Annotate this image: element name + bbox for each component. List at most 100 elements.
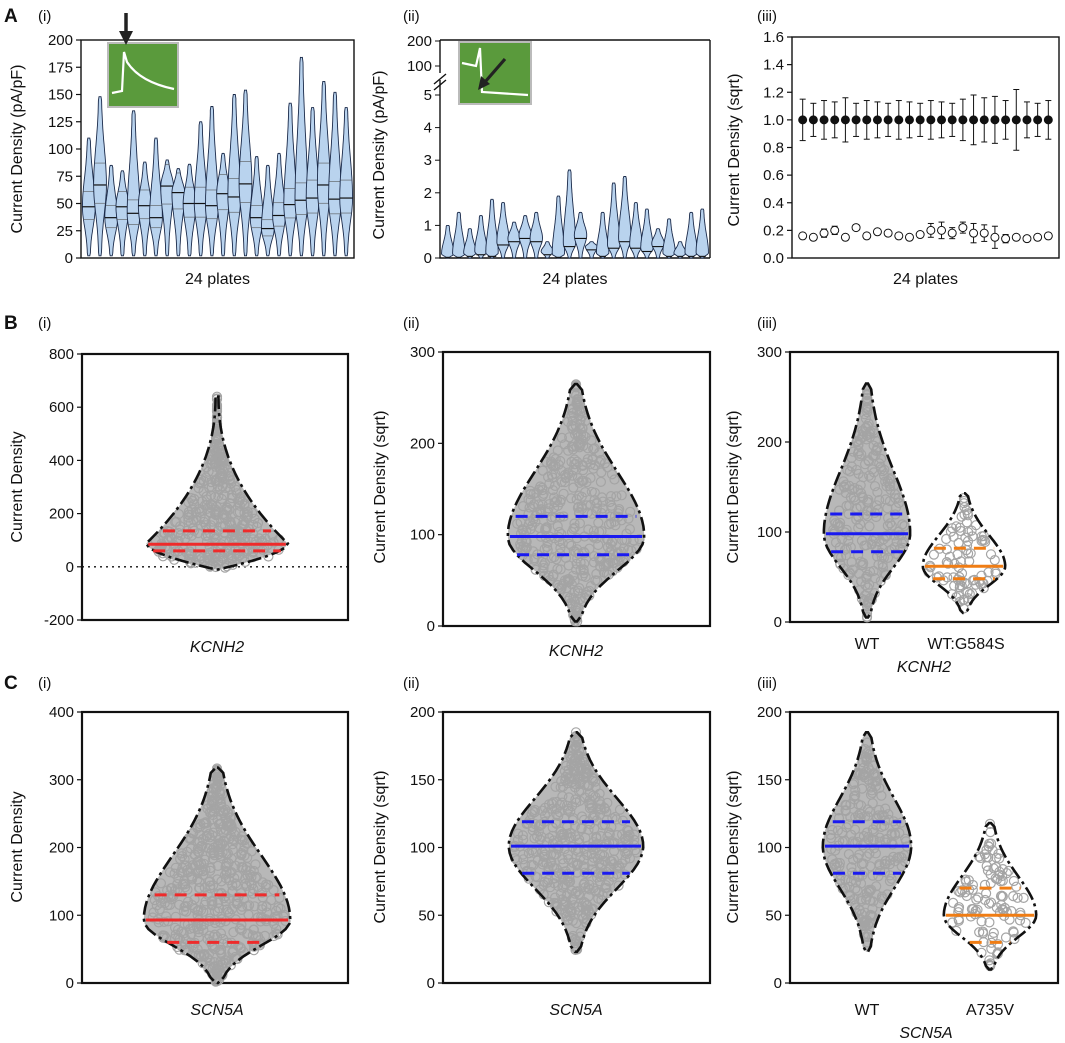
b-iii-wt-data-point: [841, 543, 852, 554]
c-i-data-point: [209, 905, 220, 917]
a-i-y-axis-title: Current Density (pA/pF): [9, 65, 26, 234]
c-iii-wt-data-point: [849, 777, 860, 788]
a-ii-violin: [474, 215, 488, 259]
c-ii-data-point: [562, 769, 573, 780]
b-ii-data-point: [566, 410, 577, 422]
a-iii-point-filled: [862, 115, 872, 125]
a-i-violin: [182, 163, 197, 257]
c-i-data-point: [177, 862, 188, 874]
a-iii-point-open: [969, 228, 979, 238]
c-iii-wt-data-point: [883, 809, 894, 820]
c-iii-mut-data-point: [1012, 892, 1023, 903]
c-ii-data-point: [582, 781, 594, 792]
c-i-data-point: [188, 923, 199, 934]
panel-c-sub-2: (ii): [403, 675, 420, 692]
a-i-ytick-label: 150: [48, 87, 73, 104]
c-iii-wt-data-point: [889, 828, 901, 839]
c-iii-mut-data-point: [1015, 907, 1026, 918]
b-ii-data-point: [566, 456, 577, 467]
c-iii-mut-data-point: [994, 866, 1005, 877]
c-ii-data-point: [596, 803, 607, 815]
c-ii-data-point: [575, 852, 586, 863]
c-ii-data-point: [578, 861, 589, 872]
c-i-ytick-label: 200: [49, 840, 74, 857]
b-i-data-point: [211, 391, 223, 402]
a-iii-point-open: [851, 223, 861, 233]
a-i-ytick-label: 175: [48, 59, 73, 76]
a-i-ytick-label: 25: [56, 223, 73, 240]
c-ii-data-point: [512, 828, 524, 839]
b-iii-category-label: WT: [855, 636, 880, 653]
b-iii-wt-data-point: [869, 573, 881, 584]
a-i-violin: [149, 137, 163, 257]
c-iii-wt-data-point: [876, 790, 887, 801]
b-i-data-point: [214, 484, 225, 495]
b-i-data-point: [212, 508, 223, 519]
b-iii-wt-data-point: [844, 466, 855, 477]
b-i-data-point: [268, 537, 279, 548]
c-i-data-point: [255, 916, 266, 927]
c-ii-data-point: [602, 887, 613, 899]
c-i-data-point: [226, 904, 238, 915]
b-i-data-point: [208, 556, 219, 567]
b-ii-data-point: [548, 552, 560, 563]
panel-b-sub-2: (ii): [403, 315, 420, 332]
a-iii-point-filled: [937, 115, 947, 125]
b-iii-wt-data-point: [842, 464, 853, 476]
a-iii-ytick-label: 1.2: [763, 84, 784, 101]
a-i-ytick-label: 125: [48, 114, 73, 131]
c-i-data-point: [257, 900, 268, 912]
c-i-data-point: [208, 848, 219, 859]
c-ii-data-point: [613, 880, 624, 891]
b-iii-wt-data-point: [829, 515, 840, 526]
c-iii-wt-data-point: [858, 929, 870, 940]
b-iii-wt-data-point: [885, 473, 896, 484]
c-i-data-point: [204, 876, 215, 888]
c-ii-data-point: [531, 831, 543, 842]
c-ii-data-point: [562, 849, 574, 860]
c-iii-wt-data-point: [857, 756, 869, 768]
c-i-data-point: [220, 861, 231, 873]
c-iii-wt-data-point: [867, 798, 878, 809]
b-ii-data-point: [591, 503, 603, 514]
c-iii-ytick-label: 0: [774, 975, 782, 992]
c-ii-data-point: [527, 805, 538, 817]
b-ii-data-point: [535, 504, 547, 515]
c-ii-data-point: [571, 935, 582, 947]
b-iii-x-axis-title: KCNH2: [897, 659, 951, 676]
c-i-data-point: [155, 892, 166, 903]
c-ii-data-point: [519, 859, 531, 871]
b-ii-data-point: [568, 546, 579, 557]
a-iii-point-filled: [872, 115, 882, 125]
b-iii-wt-data-point: [878, 552, 890, 563]
b-i-ytick-label: 200: [49, 506, 74, 523]
c-iii-mut-data-point: [971, 894, 982, 905]
c-ii-data-point: [572, 737, 583, 748]
c-iii-wt-data-point: [884, 875, 896, 887]
b-i-y-axis-title: Current Density: [9, 431, 26, 542]
panel-a-sub-3: (iii): [757, 8, 777, 25]
b-ii-data-point: [606, 502, 618, 514]
a-iii-ytick-label: 0.6: [763, 167, 784, 184]
b-ii-data-point: [549, 492, 560, 503]
c-iii-wt-data-point: [880, 855, 891, 867]
b-i-data-point: [231, 532, 242, 544]
c-i-data-point: [275, 903, 286, 914]
c-ii-data-point: [546, 798, 558, 809]
a-i-violin: [316, 80, 331, 257]
c-ii-data-point: [565, 806, 576, 817]
c-ii-data-point: [572, 757, 583, 768]
b-ii-x-axis-title: KCNH2: [549, 643, 603, 660]
b-i-data-point: [184, 550, 195, 561]
b-iii-wt-data-point: [862, 404, 873, 415]
a-i-ytick-label: 75: [56, 168, 73, 185]
b-ii-data-point: [581, 477, 592, 488]
c-ii-data-point: [521, 865, 532, 877]
c-ii-data-point: [581, 766, 592, 778]
a-iii-point-filled: [990, 115, 1000, 125]
c-i-data-point: [187, 899, 198, 911]
b-ii-data-point: [559, 477, 571, 488]
b-ii-data-point: [602, 551, 613, 562]
a-ii-violin: [573, 211, 588, 259]
